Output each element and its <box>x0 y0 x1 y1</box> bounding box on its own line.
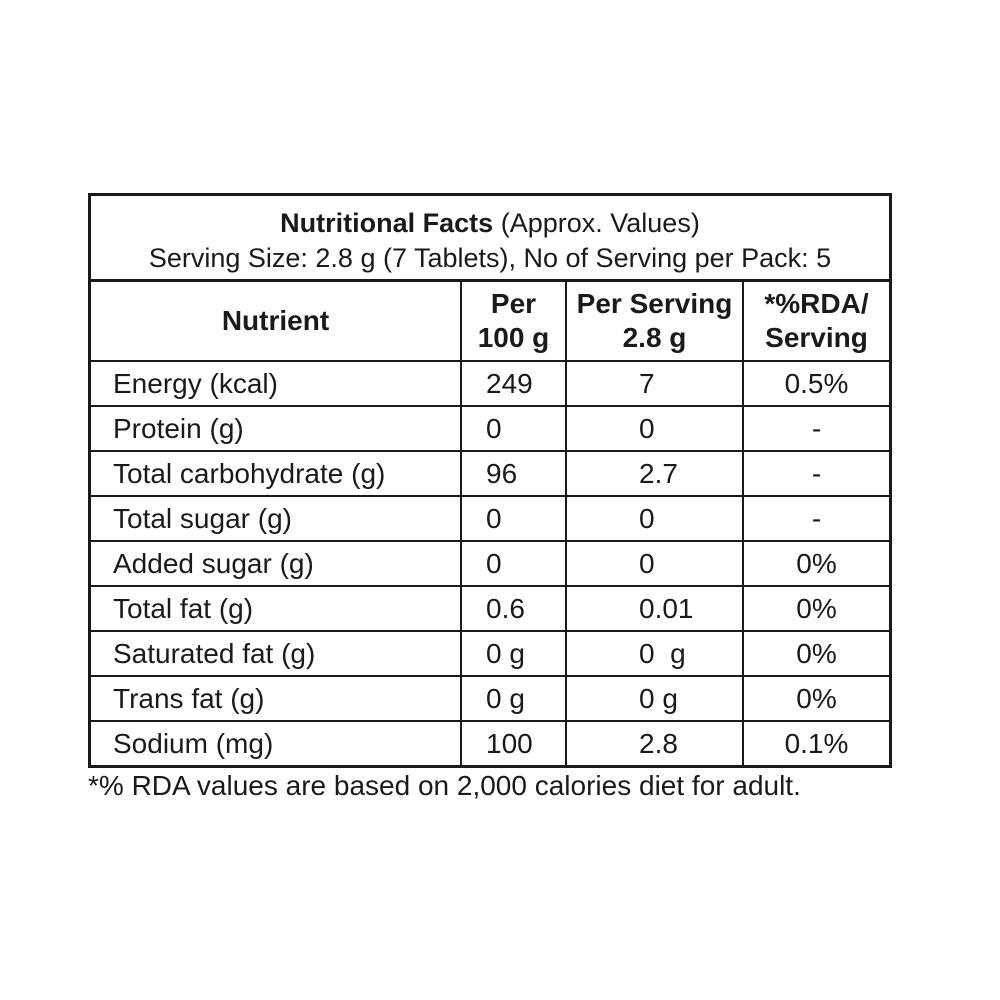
nutrient-value: 0% <box>742 630 889 677</box>
nutrient-name: Energy (kcal) <box>91 360 462 407</box>
nutrient-value: 0.6 <box>460 585 567 632</box>
title-line: Nutritional Facts (Approx. Values) <box>91 206 889 241</box>
header-line: Per <box>490 288 537 319</box>
nutrient-value: 0 g <box>460 630 567 677</box>
nutrient-value: 0 <box>460 405 567 452</box>
header-row: Nutrient Per 100 g Per Serving 2.8 g *%RDA/Se… <box>91 282 889 362</box>
header-line: 100 g <box>477 322 550 353</box>
nutrient-name: Saturated fat (g) <box>91 630 462 677</box>
nutrient-value: - <box>742 405 889 452</box>
nutrient-value: 2.7 <box>565 450 744 497</box>
nutrient-value: 2.8 <box>565 720 744 765</box>
nutrient-name: Added sugar (g) <box>91 540 462 587</box>
header-cell: Per Serving 2.8 g <box>565 282 744 362</box>
nutrient-value: 0 g <box>565 675 744 722</box>
nutrient-value: 0 <box>460 540 567 587</box>
header-line: Serving <box>765 322 868 353</box>
nutrition-panel: Nutritional Facts (Approx. Values) Servi… <box>88 193 892 768</box>
nutrient-value: 96 <box>460 450 567 497</box>
header-line: Per Serving <box>576 288 733 319</box>
nutrient-name: Protein (g) <box>91 405 462 452</box>
header-line: *%RDA/ <box>764 288 869 319</box>
nutrient-value: 7 <box>565 360 744 407</box>
nutrient-name: Sodium (mg) <box>91 720 462 765</box>
nutrient-value: 249 <box>460 360 567 407</box>
nutrient-row: Total carbohydrate (g) 96 2.7- <box>91 450 889 497</box>
nutrition-table: Nutrient Per 100 g Per Serving 2.8 g *%RDA/Se… <box>91 282 889 765</box>
nutrient-value: 0% <box>742 675 889 722</box>
nutrient-value: 0 g <box>460 675 567 722</box>
header-line: 2.8 g <box>622 322 687 353</box>
header-cell: Nutrient <box>91 282 462 362</box>
nutrient-value: 0.01 <box>565 585 744 632</box>
nutrient-row: Total fat (g) 0.6 0.01 0% <box>91 585 889 632</box>
header-cell: *%RDA/Serving <box>742 282 889 362</box>
footnote: *% RDA values are based on 2,000 calorie… <box>88 770 801 801</box>
nutrient-value: 0 <box>565 540 744 587</box>
header-cell: Per 100 g <box>460 282 567 362</box>
nutrient-value: 0.5% <box>742 360 889 407</box>
nutrient-name: Total carbohydrate (g) <box>91 450 462 497</box>
nutrient-name: Trans fat (g) <box>91 675 462 722</box>
nutrient-name: Total sugar (g) <box>91 495 462 542</box>
nutrient-value: - <box>742 450 889 497</box>
panel-header: Nutritional Facts (Approx. Values) Servi… <box>91 196 889 282</box>
nutrient-row: Sodium (mg) 100 2.8 0.1% <box>91 720 889 765</box>
nutrient-row: Protein (g) 0 0- <box>91 405 889 452</box>
nutrient-row: Energy (kcal) 249 7 0.5% <box>91 360 889 407</box>
nutrient-value: 0.1% <box>742 720 889 765</box>
nutrient-value: 0 g <box>565 630 744 677</box>
nutrient-name: Total fat (g) <box>91 585 462 632</box>
nutrient-value: 0% <box>742 585 889 632</box>
nutrient-row: Total sugar (g) 0 0- <box>91 495 889 542</box>
header-line: Nutrient <box>221 305 330 336</box>
nutrient-value: 0 <box>565 495 744 542</box>
title: Nutritional Facts <box>280 208 494 238</box>
title-note: (Approx. Values) <box>500 208 700 238</box>
nutrient-value: - <box>742 495 889 542</box>
nutrient-row: Added sugar (g) 0 0 0% <box>91 540 889 587</box>
nutrient-value: 0 <box>460 495 567 542</box>
nutrient-value: 100 <box>460 720 567 765</box>
nutrient-value: 0 <box>565 405 744 452</box>
serving-info: Serving Size: 2.8 g (7 Tablets), No of S… <box>148 243 832 273</box>
nutrient-value: 0% <box>742 540 889 587</box>
